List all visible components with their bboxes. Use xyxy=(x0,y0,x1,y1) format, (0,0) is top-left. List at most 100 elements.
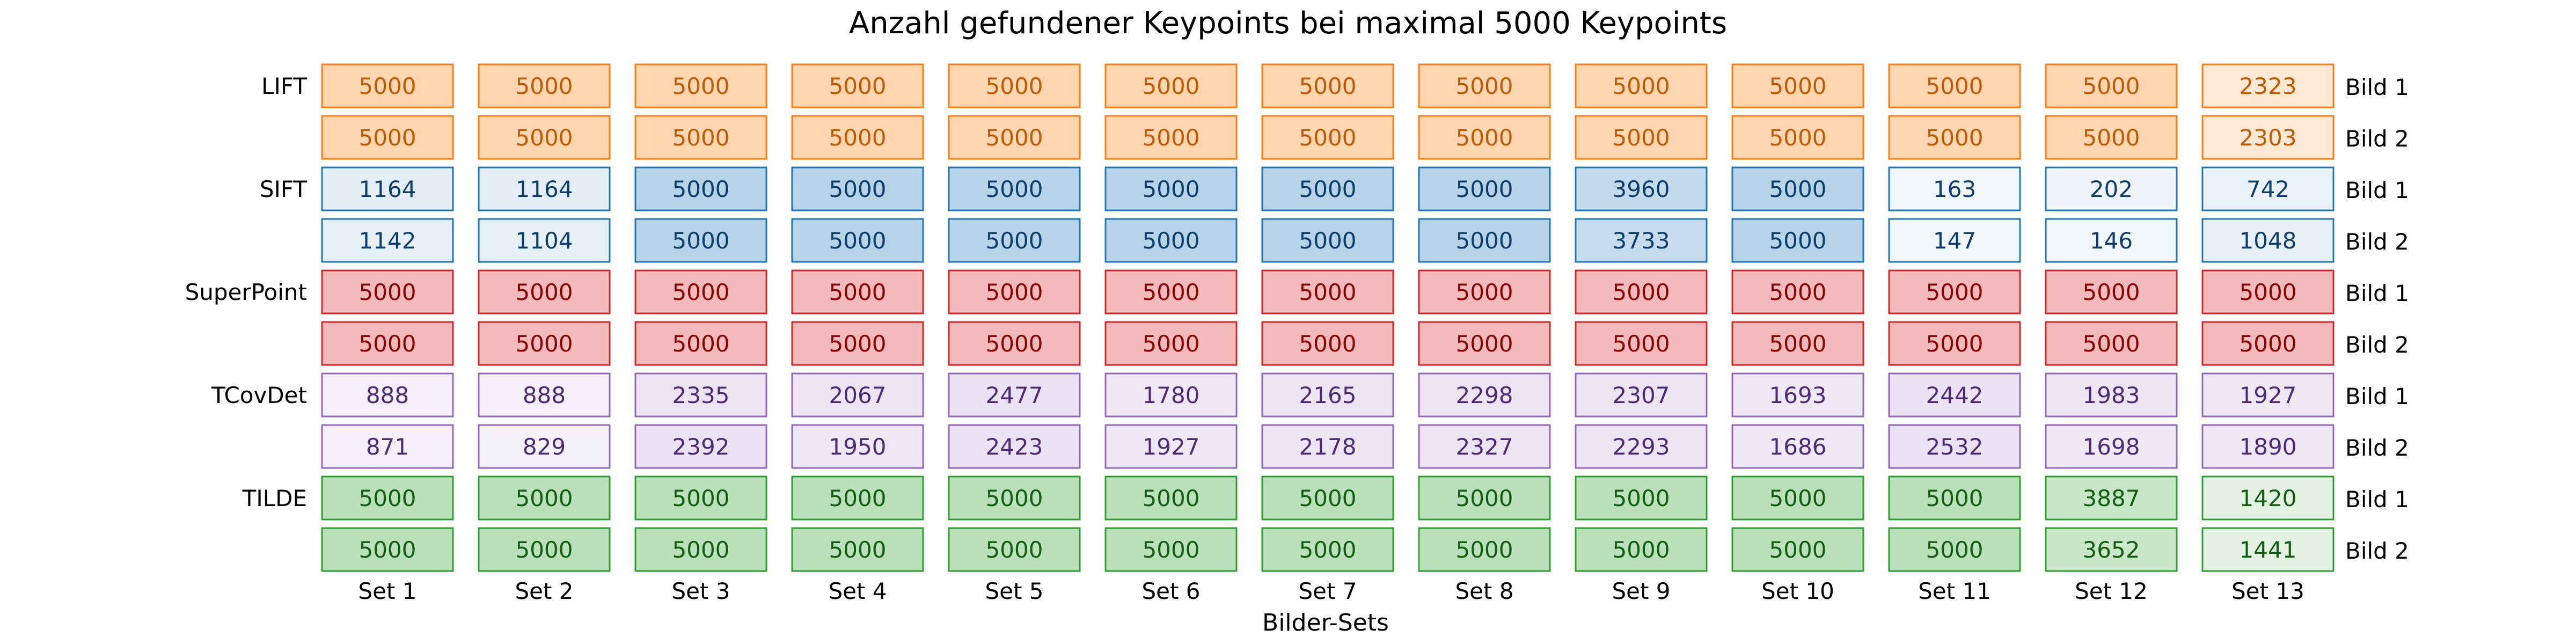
heatmap-cell xyxy=(1575,475,1708,521)
group-label-sift: SIFT xyxy=(260,176,307,202)
cell-value: 5000 xyxy=(359,125,416,151)
cell-value: 5000 xyxy=(829,537,887,563)
heatmap-cell xyxy=(791,115,924,160)
cell-value: 5000 xyxy=(1143,176,1200,202)
heatmap-cell xyxy=(1575,321,1708,366)
image-label: Bild 2 xyxy=(2345,332,2409,358)
set-label: Set 6 xyxy=(1141,578,1200,604)
cell-value: 3887 xyxy=(2083,485,2140,511)
cell-value: 5000 xyxy=(1613,279,1670,305)
heatmap-cell xyxy=(634,321,767,366)
cell-value: 5000 xyxy=(1769,228,1827,254)
cell-value: 5000 xyxy=(1299,228,1357,254)
heatmap-cell xyxy=(1104,424,1238,469)
set-label: Set 11 xyxy=(1918,578,1991,604)
cell-value: 5000 xyxy=(1926,125,1984,151)
heatmap-cell xyxy=(634,218,767,263)
cell-value: 5000 xyxy=(829,279,887,305)
heatmap-cell xyxy=(634,372,767,418)
cell-value: 5000 xyxy=(1926,279,1984,305)
image-label: Bild 1 xyxy=(2345,280,2409,306)
heatmap-cell xyxy=(1261,475,1394,521)
heatmap-cell xyxy=(1418,166,1551,211)
cell-value: 5000 xyxy=(516,73,573,99)
heatmap-cell xyxy=(1261,321,1394,366)
heatmap-cell xyxy=(634,269,767,314)
cell-value: 5000 xyxy=(829,485,887,511)
heatmap-cell xyxy=(2045,424,2178,469)
cell-value: 5000 xyxy=(1143,331,1200,357)
cell-value: 1104 xyxy=(516,228,573,254)
heatmap-cell xyxy=(321,475,454,521)
cell-value: 5000 xyxy=(2083,279,2140,305)
heatmap-cell xyxy=(1731,321,1864,366)
heatmap-cell xyxy=(478,115,611,160)
group-labels: LIFT SIFT SuperPoint TCovDet TILDE xyxy=(185,73,308,511)
heatmap-cell xyxy=(1418,527,1551,572)
cell-value: 5000 xyxy=(986,279,1043,305)
heatmap-cell xyxy=(478,166,611,211)
heatmap-cell xyxy=(1575,166,1708,211)
heatmap-cell xyxy=(2045,115,2178,160)
cell-value: 1420 xyxy=(2240,485,2297,511)
cell-value: 5000 xyxy=(1613,125,1670,151)
cell-value: 2303 xyxy=(2240,125,2297,151)
heatmap-cell xyxy=(1731,527,1864,572)
cell-value: 5000 xyxy=(986,485,1043,511)
cell-value: 888 xyxy=(523,382,566,408)
chart-title: Anzahl gefundener Keypoints bei maximal … xyxy=(849,6,1727,41)
heatmap-cell xyxy=(321,372,454,418)
heatmap-cell xyxy=(478,372,611,418)
cell-value: 5000 xyxy=(359,279,416,305)
cell-value: 5000 xyxy=(1769,331,1827,357)
cell-value: 5000 xyxy=(986,73,1043,99)
cell-value: 5000 xyxy=(1143,228,1200,254)
heatmap-cell xyxy=(2201,218,2334,263)
cell-value: 5000 xyxy=(359,331,416,357)
cell-value: 5000 xyxy=(1143,537,1200,563)
heatmap-cell xyxy=(1418,269,1551,314)
heatmap-cell xyxy=(1888,424,2021,469)
heatmap-cell xyxy=(1104,63,1238,108)
heatmap-cell xyxy=(321,527,454,572)
heatmap-cell xyxy=(321,321,454,366)
heatmap-cell xyxy=(2201,321,2334,366)
cell-value: 2323 xyxy=(2240,73,2297,99)
heatmap-cell xyxy=(634,115,767,160)
heatmap-cell xyxy=(2045,527,2178,572)
cell-value: 5000 xyxy=(2240,279,2297,305)
heatmap-cell xyxy=(1575,115,1708,160)
heatmap-cell xyxy=(1104,166,1238,211)
cell-value: 5000 xyxy=(986,125,1043,151)
heatmap-cell xyxy=(1418,424,1551,469)
cell-value: 5000 xyxy=(829,228,887,254)
heatmap-cell xyxy=(791,527,924,572)
heatmap-cell xyxy=(1104,115,1238,160)
image-label: Bild 1 xyxy=(2345,383,2409,409)
cell-value: 147 xyxy=(1933,228,1976,254)
heatmap-cell xyxy=(1731,424,1864,469)
cell-value: 3733 xyxy=(1613,228,1670,254)
cell-value: 5000 xyxy=(986,176,1043,202)
heatmap-cell xyxy=(791,166,924,211)
cell-value: 5000 xyxy=(829,73,887,99)
image-labels: Bild 1 Bild 2 Bild 1 Bild 2 Bild 1 Bild 2 Bild… xyxy=(2345,74,2409,564)
cell-value: 5000 xyxy=(359,537,416,563)
cell-value: 1693 xyxy=(1769,382,1827,408)
cell-value: 5000 xyxy=(516,331,573,357)
heatmap-cell xyxy=(2045,218,2178,263)
cell-value: 5000 xyxy=(1769,485,1827,511)
heatmap-cell xyxy=(321,63,454,108)
cell-value: 2477 xyxy=(986,382,1043,408)
heatmap-cell xyxy=(1731,166,1864,211)
group-label-superpoint: SuperPoint xyxy=(185,279,307,305)
heatmap-cell xyxy=(2045,166,2178,211)
cell-value: 2327 xyxy=(1456,434,1513,460)
cell-value: 2067 xyxy=(829,382,887,408)
heatmap-cell xyxy=(2045,475,2178,521)
heatmap-cell xyxy=(1104,527,1238,572)
heatmap-cell xyxy=(791,321,924,366)
heatmap-cell xyxy=(1104,372,1238,418)
cell-value: 5000 xyxy=(359,73,416,99)
